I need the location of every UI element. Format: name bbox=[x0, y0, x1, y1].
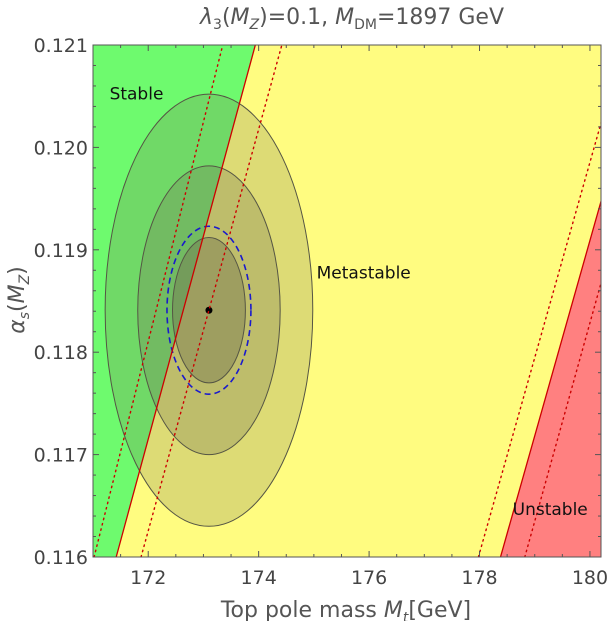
dashed-ellipse bbox=[166, 225, 252, 395]
boundary-stable-metastable-lower bbox=[140, 45, 283, 557]
x-tick-label: 180 bbox=[572, 567, 608, 589]
plot-frame bbox=[92, 44, 602, 558]
chart-title: λ3(MZ)=0.1, MDM=1897 GeV bbox=[199, 5, 504, 33]
x-tick-label: 174 bbox=[241, 567, 277, 589]
y-tick-label: 0.120 bbox=[34, 137, 88, 159]
y-tick-label: 0.121 bbox=[34, 35, 88, 57]
y-tick-label: 0.118 bbox=[34, 342, 88, 364]
boundary-stable-metastable-upper bbox=[93, 45, 224, 557]
x-axis: 172 174 176 178 180 bbox=[120, 45, 608, 589]
confidence-contours bbox=[104, 93, 314, 527]
boundary-metastable-unstable-upper bbox=[524, 280, 601, 557]
x-tick-label: 178 bbox=[461, 567, 497, 589]
region-label-stable: Stable bbox=[110, 84, 164, 104]
region-metastable bbox=[116, 45, 601, 557]
stability-boundaries bbox=[93, 45, 601, 557]
boundary-metastable-unstable bbox=[499, 198, 601, 557]
central-value-point bbox=[205, 306, 213, 314]
boundary-metastable-unstable-lower bbox=[477, 120, 601, 557]
y-tick-label: 0.119 bbox=[34, 240, 88, 262]
plot-area bbox=[93, 45, 601, 557]
y-axis: 0.116 0.117 0.118 0.119 0.120 0.121 bbox=[34, 35, 601, 569]
y-tick-label: 0.116 bbox=[34, 547, 88, 569]
x-axis-label: Top pole mass Mt[GeV] bbox=[220, 598, 471, 621]
y-tick-label: 0.117 bbox=[34, 445, 88, 467]
region-labels: Stable Metastable Unstable bbox=[110, 84, 588, 520]
x-tick-label: 176 bbox=[351, 567, 387, 589]
region-stable bbox=[93, 45, 256, 557]
boundary-stable-metastable bbox=[115, 45, 256, 557]
x-tick-label: 172 bbox=[130, 567, 166, 589]
region-label-unstable: Unstable bbox=[513, 500, 588, 520]
region-label-metastable: Metastable bbox=[317, 263, 411, 283]
y-axis-label: αs(MZ) bbox=[5, 266, 33, 334]
